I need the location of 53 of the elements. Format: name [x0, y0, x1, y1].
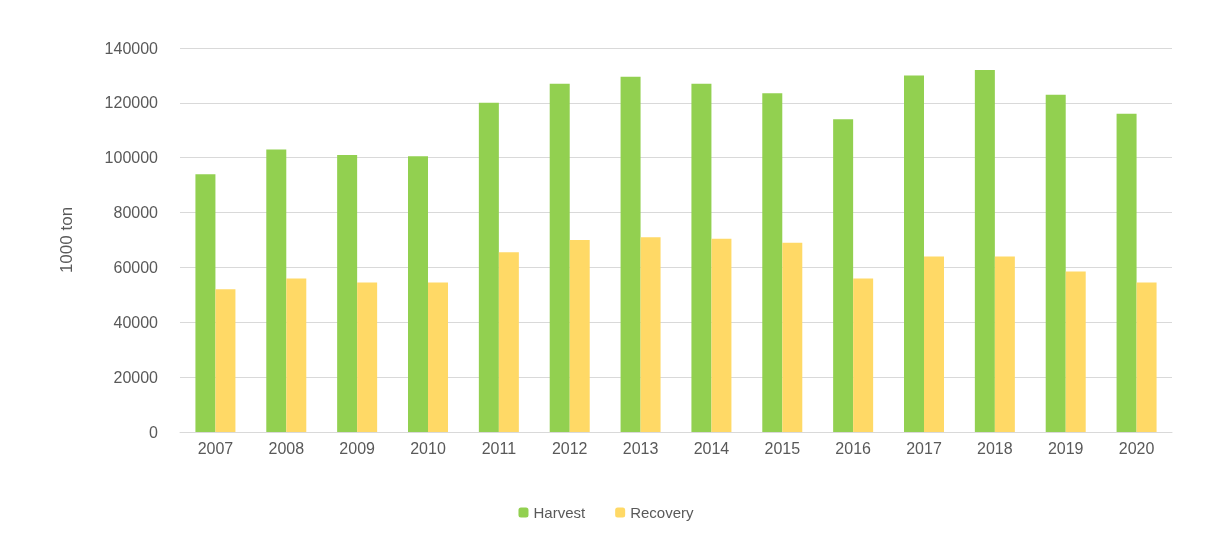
x-tick-label: 2015: [764, 439, 801, 457]
bar: [498, 252, 519, 432]
bar: [782, 242, 803, 432]
bar: [337, 154, 358, 432]
bar: [286, 278, 307, 432]
bar: [762, 93, 783, 432]
bar: [357, 282, 378, 432]
y-tick-label: 40000: [113, 313, 159, 331]
bar: [711, 238, 732, 432]
y-axis-title: 1000 ton: [57, 206, 76, 274]
bar: [853, 278, 874, 432]
bar: [428, 282, 448, 432]
y-tick-label: 60000: [113, 258, 159, 276]
x-tick-label: 2011: [481, 439, 517, 457]
bar: [1116, 113, 1137, 432]
y-tick-label: 140000: [104, 39, 159, 57]
x-tick-label: 2010: [410, 439, 446, 457]
x-tick-label: 2014: [693, 439, 730, 457]
x-tick-label: 2016: [835, 439, 872, 457]
bar: [408, 156, 428, 432]
bar: [924, 256, 944, 432]
bar: [549, 83, 570, 432]
y-tick-label: 80000: [113, 204, 159, 222]
y-tick-label: 20000: [113, 368, 159, 386]
bar: [266, 149, 287, 432]
bar: [1136, 282, 1157, 432]
bar: [620, 76, 641, 432]
bar: [1045, 94, 1066, 432]
x-tick-label: 2013: [622, 439, 659, 457]
bar: [215, 289, 236, 432]
bar: [1065, 271, 1086, 432]
bar: [904, 75, 924, 432]
bar: [974, 69, 995, 432]
y-tick-label: 100000: [104, 149, 159, 167]
x-tick-label: 2020: [1118, 439, 1155, 457]
legend-label: Recovery: [630, 504, 695, 521]
bar: [640, 237, 661, 432]
legend-label: Harvest: [533, 504, 586, 521]
x-tick-label: 2012: [551, 439, 588, 457]
x-tick-label: 2009: [339, 439, 376, 457]
y-tick-label: 0: [149, 423, 159, 441]
bar: [833, 119, 854, 432]
x-tick-label: 2007: [197, 439, 234, 457]
x-tick-label: 2008: [268, 439, 305, 457]
bar: [994, 256, 1015, 432]
bar: [691, 83, 712, 432]
x-tick-label: 2017: [906, 439, 942, 457]
bar: [569, 240, 590, 432]
y-tick-label: 120000: [104, 94, 159, 112]
x-tick-label: 2018: [977, 439, 1013, 457]
bar: [478, 102, 499, 432]
bar: [195, 174, 216, 432]
x-tick-label: 2019: [1047, 439, 1084, 457]
